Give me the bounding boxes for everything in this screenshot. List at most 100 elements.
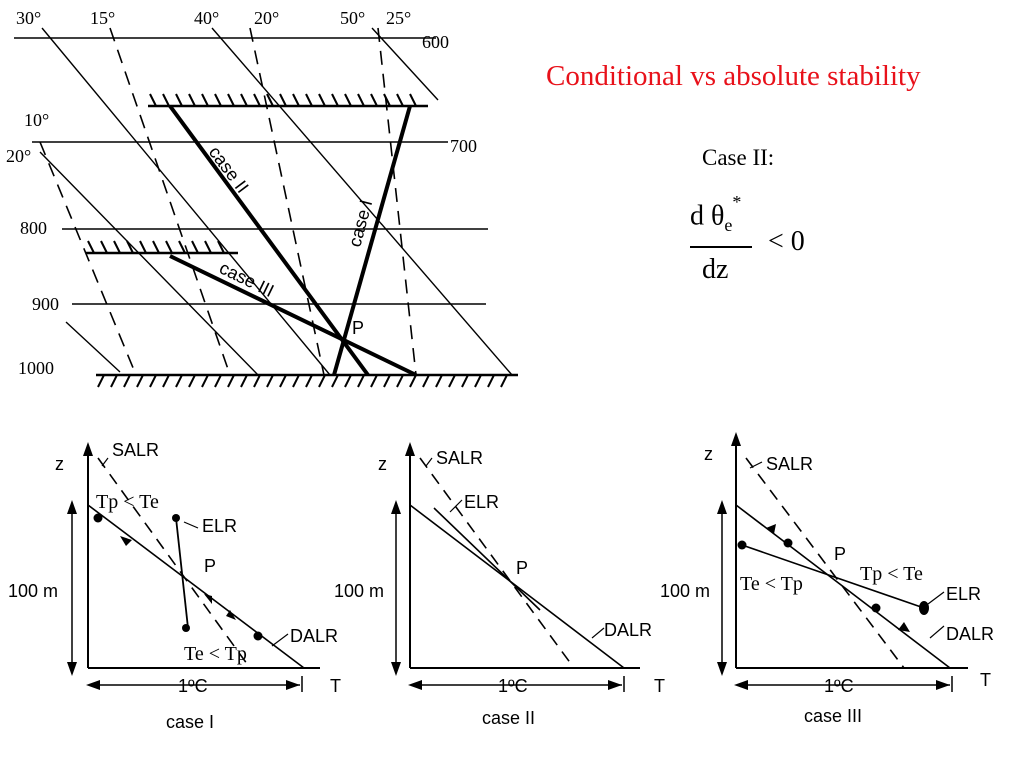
parcel-arrow: [766, 524, 776, 534]
hatch-mark: [266, 93, 274, 107]
temp-label: 30°: [16, 8, 41, 28]
env-dot: [737, 540, 747, 550]
temp-arrow-left: [86, 680, 100, 690]
z-axis-arrow: [83, 442, 93, 456]
hatch-mark: [214, 93, 222, 107]
hatch-mark: [227, 374, 235, 388]
parcel-arrow: [898, 622, 910, 632]
numerator-superscript: *: [732, 192, 742, 212]
height-label: 100 m: [8, 581, 58, 601]
dalr-pointer: [591, 627, 605, 639]
dalr-label: DALR: [290, 626, 338, 646]
temp-arrow-right: [936, 680, 950, 690]
case-ii-line: [168, 104, 370, 377]
temp-arrow-right: [608, 680, 622, 690]
hatch-mark: [500, 374, 508, 388]
hatch-mark: [344, 374, 352, 388]
env-dot: [182, 624, 190, 632]
panel-case-3: z SALR P ELR DALR 100 m 1ºC T case III T…: [660, 432, 994, 726]
t-label: T: [654, 676, 665, 696]
parcel-arrow: [226, 610, 236, 620]
slide-title: Conditional vs absolute stability: [546, 60, 921, 92]
height-arrow-up: [717, 500, 727, 514]
hatch-mark: [191, 240, 199, 254]
height-label: 100 m: [660, 581, 710, 601]
hatch-mark: [435, 374, 443, 388]
condition-upper: Tp < Te: [96, 491, 159, 513]
panel-caption: case I: [166, 712, 214, 732]
formula-numerator: d θe*: [690, 192, 741, 236]
dalr-line: [409, 504, 625, 669]
height-arrow-down: [391, 662, 401, 676]
p-label: P: [516, 558, 528, 578]
height-arrow-up: [67, 500, 77, 514]
salr-label: SALR: [766, 454, 813, 474]
salr-pointer: [749, 461, 763, 469]
dalr-label: DALR: [604, 620, 652, 640]
env-dot: [919, 601, 929, 615]
hatch-mark: [344, 93, 352, 107]
z-label: z: [378, 454, 387, 474]
parcel-arrow: [120, 536, 132, 546]
hatch-mark: [266, 374, 274, 388]
hatch-mark: [383, 93, 391, 107]
hatch-mark: [152, 240, 160, 254]
panel-caption: case III: [804, 706, 862, 726]
hatch-mark: [188, 93, 196, 107]
hatch-mark: [240, 93, 248, 107]
salr-line: [97, 457, 251, 669]
case-iii-line: [169, 254, 417, 377]
hatch-mark: [383, 374, 391, 388]
panel-caption: case II: [482, 708, 535, 728]
hatch-mark: [396, 93, 404, 107]
z-axis-arrow: [405, 442, 415, 456]
hatch-mark: [188, 374, 196, 388]
hatch-mark: [318, 374, 326, 388]
hatch-mark: [110, 374, 118, 388]
hatch-mark: [305, 93, 313, 107]
hatch-mark: [448, 374, 456, 388]
condition-lower: Te < Tp: [184, 643, 247, 665]
hatch-mark: [240, 374, 248, 388]
hatch-mark: [292, 374, 300, 388]
t-label: T: [330, 676, 341, 696]
p-label: P: [204, 556, 216, 576]
hatch-mark: [136, 374, 144, 388]
elr-label: ELR: [202, 516, 237, 536]
temp-label: 20°: [6, 146, 31, 166]
env-dot: [172, 514, 180, 522]
temp-label: 1ºC: [178, 676, 208, 696]
formula-relation: < 0: [768, 226, 805, 257]
elr-line: [741, 544, 925, 609]
hatch-mark: [87, 240, 95, 254]
dry-adiabat-50: [371, 27, 439, 101]
dalr-label: DALR: [946, 624, 994, 644]
panel-case-1: z SALR ELR P DALR 100 m 1ºC T case I Tp …: [8, 440, 341, 732]
p-label: P: [834, 544, 846, 564]
numerator-subscript: e: [724, 214, 733, 235]
hatch-mark: [422, 374, 430, 388]
z-label: z: [55, 454, 64, 474]
parcel-dot: [253, 631, 263, 641]
salr-pointer: [101, 457, 109, 467]
case-heading: Case II:: [702, 145, 775, 170]
elr-line: [433, 507, 541, 611]
salr-line: [745, 457, 905, 669]
point-p-label: P: [352, 318, 364, 338]
temp-label: 40°: [194, 8, 219, 28]
hatch-mark: [201, 93, 209, 107]
hatch-mark: [162, 93, 170, 107]
hatch-mark: [305, 374, 313, 388]
hatch-mark: [217, 240, 225, 254]
hatch-mark: [409, 93, 417, 107]
parcel-dot: [871, 603, 881, 613]
hatch-mark: [292, 93, 300, 107]
dalr-line: [87, 504, 305, 669]
elr-label: ELR: [946, 584, 981, 604]
hatch-mark: [113, 240, 121, 254]
hatch-mark: [396, 374, 404, 388]
hatch-mark: [253, 374, 261, 388]
salr-pointer: [425, 457, 433, 467]
temp-arrow-left: [408, 680, 422, 690]
